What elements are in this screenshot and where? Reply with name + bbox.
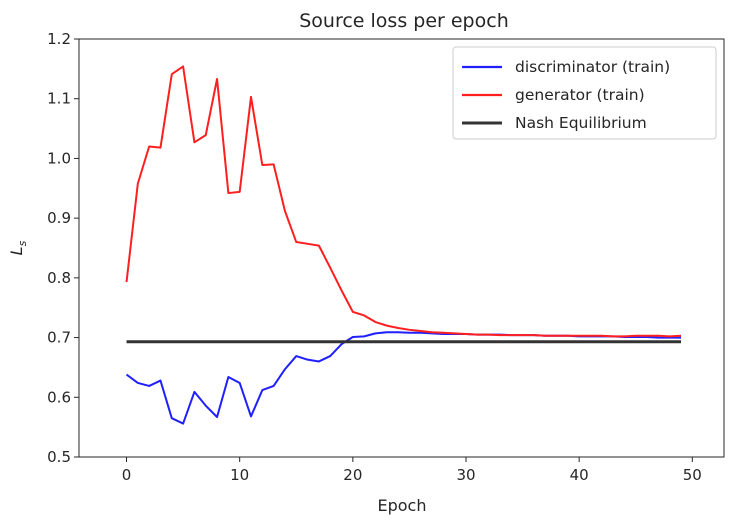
y-tick-label: 0.7 xyxy=(47,329,71,347)
discriminator-line xyxy=(125,331,681,425)
y-tick-label: 1.2 xyxy=(47,30,71,48)
y-tick-label: 1.1 xyxy=(47,90,71,108)
y-tick-label: 0.5 xyxy=(47,448,71,466)
y-tick-label: 1.0 xyxy=(47,149,71,167)
legend-label-generator: generator (train) xyxy=(515,86,645,104)
legend: discriminator (train) generator (train) … xyxy=(452,46,717,140)
x-axis-label: Epoch xyxy=(378,496,427,515)
y-tick-label: 0.6 xyxy=(47,388,71,406)
series-layer xyxy=(125,65,682,425)
x-tick-label: 20 xyxy=(343,466,362,484)
y-tick-label: 0.9 xyxy=(47,209,71,227)
y-axis-label: Ls xyxy=(7,240,29,255)
x-axis-ticks: 0 10 20 30 40 50 xyxy=(122,457,702,484)
svg-text:Ls: Ls xyxy=(7,240,29,255)
x-tick-label: 50 xyxy=(683,466,702,484)
y-axis-label-sub: s xyxy=(16,240,29,246)
legend-label-nash: Nash Equilibrium xyxy=(515,114,647,132)
y-tick-label: 0.8 xyxy=(47,269,71,287)
legend-label-discriminator: discriminator (train) xyxy=(515,58,670,76)
plot-area xyxy=(78,38,725,458)
x-tick-label: 30 xyxy=(456,466,475,484)
x-tick-label: 0 xyxy=(122,466,132,484)
chart-title: Source loss per epoch xyxy=(299,10,509,32)
y-axis-label-main: L xyxy=(7,246,26,255)
x-tick-label: 10 xyxy=(230,466,249,484)
x-tick-label: 40 xyxy=(570,466,589,484)
legend-box xyxy=(452,46,717,140)
generator-line xyxy=(125,65,682,338)
y-axis-ticks: 0.5 0.6 0.7 0.8 0.9 1.0 1.1 1.2 xyxy=(47,30,79,466)
